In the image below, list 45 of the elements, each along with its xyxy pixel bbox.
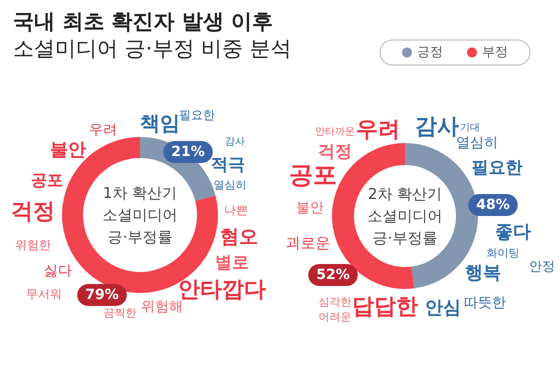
text: 답답한 (352, 294, 418, 320)
text: 기대 (460, 122, 480, 134)
text: 공포 (289, 161, 337, 189)
text: 싫다 (44, 263, 72, 279)
text: 감사 (415, 114, 459, 140)
text: 안심 (425, 298, 461, 318)
text: 불안 (50, 140, 86, 160)
chart-title: 국내 최초 확진자 발생 이후 (13, 10, 274, 34)
text: 열심히 (214, 178, 246, 192)
data-label: 52% (316, 267, 350, 283)
text: 감사 (225, 136, 245, 148)
text: 끔찍한 (104, 306, 136, 320)
data-label: 21% (171, 144, 205, 160)
text: 심각한 (318, 296, 352, 308)
data-label: 79% (85, 287, 119, 303)
text: 괴로운 (286, 234, 330, 252)
legend-label: 긍정 (417, 45, 443, 60)
text: 무서워 (26, 287, 62, 301)
text: 안정 (529, 260, 555, 274)
data-label: 48% (476, 197, 510, 213)
text: 1차 확산기 소셜미디어 긍·부정률 (102, 184, 178, 246)
text: 나쁜 (224, 203, 248, 217)
text: 열심히 (456, 135, 498, 151)
text: 행복 (465, 262, 501, 284)
text: 어려운 (318, 310, 352, 324)
text: 적극 (211, 155, 245, 175)
text: 필요한 (472, 158, 522, 178)
text: 따뜻한 (464, 295, 506, 311)
text: 2차 확산기 소셜미디어 긍·부정률 (368, 185, 442, 247)
text: 우려 (356, 118, 400, 142)
text: 걱정 (318, 142, 352, 162)
chart-subtitle: 소셜미디어 긍·부정 비중 분석 (13, 36, 292, 60)
text: 필요한 (179, 108, 215, 122)
text: 공포 (31, 170, 63, 190)
text: 좋다 (495, 222, 531, 242)
text: 책임 (140, 111, 180, 135)
text: 별로 (215, 253, 249, 273)
legend-label: 부정 (482, 45, 508, 60)
text: 화이팅 (486, 246, 520, 260)
text: 걱정 (11, 200, 55, 224)
text: 안타까운 (315, 126, 355, 138)
text: 혐오 (220, 226, 258, 248)
text: 위험한 (15, 238, 51, 252)
text: 불안 (296, 200, 324, 216)
text: 우려 (89, 122, 117, 138)
